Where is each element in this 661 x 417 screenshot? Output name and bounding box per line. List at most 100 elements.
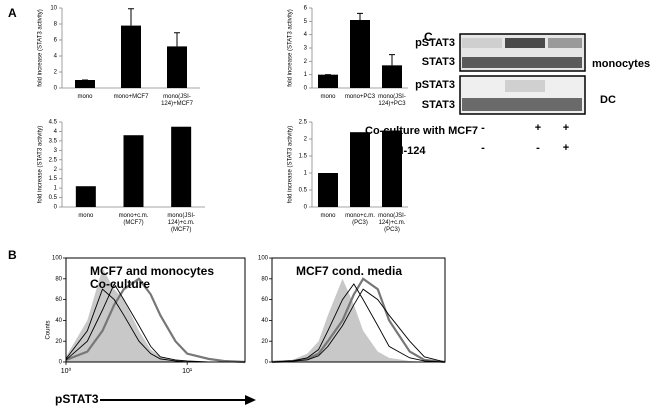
- condition-sign: -: [481, 122, 485, 134]
- bar: [350, 20, 370, 88]
- y-tick-label: 6: [304, 6, 308, 12]
- x-tick-label: 10⁰: [61, 367, 72, 375]
- x-tick-label: mono+c.m. (MCF7): [119, 213, 149, 226]
- y-tick-label: 0: [304, 205, 308, 211]
- y-tick-label: 2: [54, 70, 58, 76]
- bar: [382, 65, 402, 88]
- bar: [75, 80, 95, 88]
- histogram-line: [271, 288, 446, 363]
- y-tick-label: 2.5: [299, 120, 308, 126]
- condition-label: Co-culture with MCF7: [365, 125, 478, 137]
- condition-label: JSI-124: [387, 145, 426, 157]
- panel-letter: B: [8, 248, 17, 262]
- y-tick-label: 4.5: [49, 120, 58, 126]
- x-tick-label: mono(JSI-124)+MCF7: [161, 94, 194, 107]
- bar: [318, 173, 338, 207]
- y-tick-label: 1.5: [299, 154, 308, 160]
- y-axis-label: fold increase (STAT3 activity): [38, 9, 44, 86]
- panel-letter: C: [424, 30, 433, 44]
- y-tick-label: 40: [261, 318, 268, 324]
- plot-frame: [65, 257, 246, 363]
- y-tick-label: 3.5: [49, 138, 58, 144]
- y-tick-label: 0: [54, 86, 58, 92]
- x-tick-label: mono+PC3: [345, 94, 376, 100]
- bar: [75, 186, 96, 207]
- x-tick-label: mono(JSI-124)+PC3: [378, 94, 406, 107]
- blot-image: [459, 33, 586, 115]
- x-tick-label: 10¹: [182, 368, 193, 375]
- bar: [167, 46, 187, 88]
- y-tick-label: 5: [304, 19, 308, 25]
- panel-letter: A: [8, 6, 17, 20]
- y-tick-label: 20: [261, 339, 268, 345]
- condition-sign: +: [535, 122, 541, 134]
- condition-sign: -: [536, 142, 540, 154]
- y-tick-label: 100: [52, 256, 63, 262]
- y-tick-label: 3: [304, 46, 308, 52]
- bar: [121, 25, 141, 89]
- y-tick-label: 6: [54, 38, 58, 44]
- blot-row-label: STAT3: [422, 56, 455, 68]
- y-axis-label: fold increase (STAT3 activity): [38, 126, 44, 203]
- y-tick-label: 2: [304, 137, 308, 143]
- y-tick-label: 1.5: [49, 176, 58, 182]
- y-tick-label: 8: [54, 22, 58, 28]
- y-axis-label: fold increase (STAT3 activity): [288, 126, 294, 203]
- condition-sign: +: [563, 122, 569, 134]
- blot-row-label: pSTAT3: [415, 37, 455, 49]
- histogram-line: [65, 277, 246, 364]
- x-tick-label: mono: [78, 213, 94, 219]
- x-tick-label: mono: [320, 94, 336, 100]
- y-tick-label: 0: [304, 86, 308, 92]
- y-tick-label: 2: [54, 167, 58, 173]
- y-tick-label: 2: [304, 59, 308, 65]
- error-bar: [128, 8, 134, 26]
- y-tick-label: 1: [304, 72, 308, 78]
- bar: [318, 74, 338, 88]
- y-tick-label: 10: [50, 6, 57, 12]
- condition-sign: +: [563, 142, 569, 154]
- y-tick-label: 20: [55, 339, 62, 345]
- x-tick-label: mono: [77, 94, 93, 100]
- histogram-line: [271, 277, 446, 364]
- y-tick-label: 0.5: [299, 188, 308, 194]
- y-tick-label: 60: [55, 297, 62, 303]
- y-tick-label: 80: [55, 276, 62, 282]
- x-tick-label: mono+c.m. (PC3): [345, 213, 375, 226]
- y-tick-label: 60: [261, 297, 268, 303]
- blot-group-label: monocytes: [592, 58, 650, 70]
- y-tick-label: 3: [54, 148, 58, 154]
- condition-sign: -: [481, 142, 485, 154]
- y-tick-label: 4: [54, 129, 58, 135]
- x-tick-label: mono(JSI-124)+c.m. (PC3): [378, 213, 406, 233]
- y-axis-label: Counts: [46, 320, 52, 339]
- blot-row-label: STAT3: [422, 99, 455, 111]
- y-tick-label: 2.5: [49, 157, 58, 163]
- y-tick-label: 0: [265, 360, 269, 366]
- bar: [350, 132, 370, 207]
- histogram-line: [271, 283, 446, 363]
- y-tick-label: 1: [304, 171, 308, 177]
- y-tick-label: 40: [55, 318, 62, 324]
- blot-row-label: pSTAT3: [415, 79, 455, 91]
- error-bar: [357, 12, 363, 20]
- y-tick-label: 0: [59, 360, 63, 366]
- plot-frame: [271, 257, 446, 363]
- bar: [382, 130, 402, 207]
- y-axis-label: fold increase (STAT3 activity): [288, 9, 294, 86]
- histogram-area: [272, 278, 445, 362]
- y-tick-label: 4: [54, 54, 58, 60]
- y-tick-label: 0: [54, 205, 58, 211]
- x-tick-label: mono(JSI-124)+c.m. (MCF7): [167, 213, 195, 233]
- chart-title: MCF7 cond. media: [296, 264, 402, 278]
- y-tick-label: 1: [54, 186, 58, 192]
- x-tick-label: mono+MCF7: [114, 94, 150, 100]
- arrow-head: [245, 395, 256, 405]
- y-tick-label: 0.5: [49, 195, 58, 201]
- error-bar: [174, 32, 180, 47]
- y-tick-label: 4: [304, 32, 308, 38]
- y-tick-label: 80: [261, 276, 268, 282]
- error-bar: [389, 54, 395, 66]
